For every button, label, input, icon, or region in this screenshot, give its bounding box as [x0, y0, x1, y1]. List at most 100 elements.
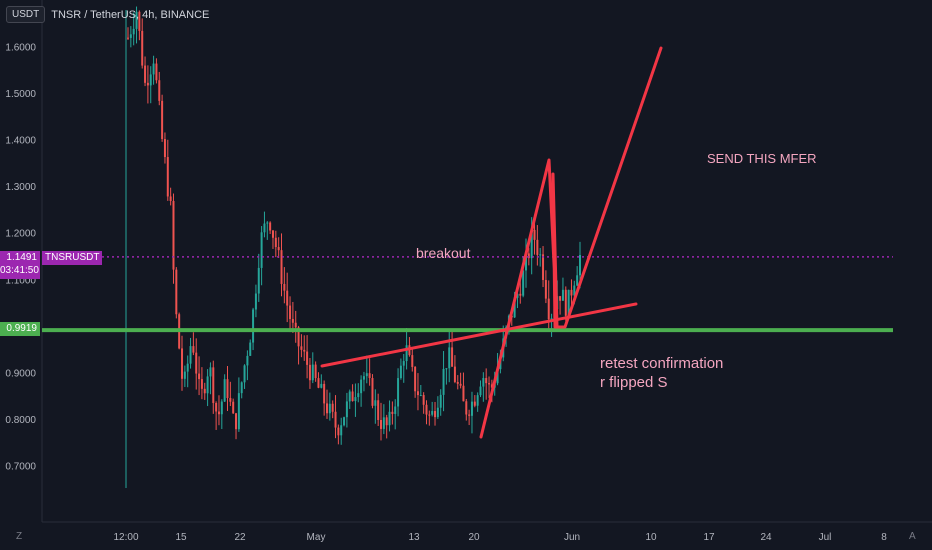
price-axis: 0.7000 0.8000 0.9000 1.1000 1.2000 1.3000 1.40…	[5, 43, 36, 473]
candle-body	[343, 417, 346, 426]
candle-body	[382, 417, 385, 429]
candle-body	[246, 355, 249, 366]
candle-body	[172, 201, 175, 270]
candle-body	[237, 393, 240, 430]
candle-body	[436, 407, 439, 418]
time-tick-label: May	[307, 532, 326, 543]
candle-body	[297, 327, 300, 347]
candle-body	[198, 373, 201, 380]
price-tick-label: 1.3000	[5, 182, 36, 193]
price-tick-label: 1.2000	[5, 229, 36, 240]
candle-body	[269, 222, 272, 231]
candle-body	[303, 349, 306, 352]
time-tick-label: 22	[234, 532, 246, 543]
candle-body	[377, 400, 380, 421]
candle-body	[559, 296, 562, 301]
candle-body	[226, 379, 229, 399]
candle-body	[524, 253, 527, 271]
candle-body	[354, 397, 357, 402]
candle-body	[422, 395, 425, 405]
candle-body	[277, 247, 280, 251]
candle-body	[561, 289, 564, 301]
log-scale-toggle[interactable]: Z	[16, 531, 23, 542]
price-tick-label: 1.5000	[5, 89, 36, 100]
candle-body	[513, 297, 516, 318]
candle-body	[348, 391, 351, 402]
candle-body	[473, 401, 476, 406]
candle-body	[479, 386, 482, 396]
currency-button[interactable]: USDT	[6, 6, 46, 23]
candle-body	[240, 382, 243, 394]
time-tick-label: 15	[175, 532, 187, 543]
candle-body	[516, 293, 519, 298]
time-tick-label: 8	[881, 532, 887, 543]
candle-body	[371, 378, 374, 406]
candle-body	[522, 270, 525, 296]
annotation-retest-1: retest confirmation	[600, 355, 724, 372]
candle-body	[411, 355, 414, 367]
candle-body	[536, 239, 539, 255]
price-tick-label: 0.9000	[5, 368, 36, 379]
chart-header: USDT TNSR / TetherUS, 4h, BINANCE	[6, 6, 209, 23]
candle-body	[132, 28, 135, 35]
candle-body	[138, 11, 141, 31]
candle-body	[485, 378, 488, 384]
candle-body	[496, 369, 499, 384]
candle-body	[368, 373, 371, 379]
candle-body	[365, 373, 368, 377]
candle-body	[223, 379, 226, 402]
candle-body	[260, 232, 263, 268]
candle-body	[161, 100, 164, 140]
candle-body	[200, 379, 203, 389]
level-price-label: 0.9919	[0, 322, 40, 336]
candle-body	[442, 368, 445, 395]
candle-body	[306, 351, 309, 365]
candle-body	[399, 365, 402, 379]
time-tick-label: 20	[468, 532, 480, 543]
candle-body	[169, 196, 172, 202]
candle-body	[181, 348, 184, 379]
time-tick-label: 17	[703, 532, 715, 543]
candle-body	[539, 254, 542, 256]
candle-body	[456, 381, 459, 384]
candle-body	[550, 318, 553, 320]
candle-body	[470, 401, 473, 416]
candle-body	[402, 361, 405, 366]
candle-body	[252, 309, 255, 343]
candle-body	[152, 63, 155, 75]
candle-body	[274, 237, 277, 248]
candle-body	[334, 411, 337, 428]
annotation-breakout: breakout	[416, 245, 471, 261]
candle-body	[459, 383, 462, 386]
candle-body	[166, 157, 169, 197]
candle-body	[576, 275, 579, 286]
candle-body	[291, 318, 294, 323]
candle-body	[149, 74, 152, 86]
candle-body	[482, 378, 485, 387]
candle-body	[328, 403, 331, 414]
price-tick-label: 1.4000	[5, 136, 36, 147]
candle-body	[212, 367, 215, 403]
candle-body	[144, 65, 147, 83]
candle-body	[468, 414, 471, 416]
price-tick-label: 0.8000	[5, 415, 36, 426]
candle-body	[183, 371, 186, 379]
candle-body	[206, 376, 209, 394]
annotation-retest-2: r flipped S	[600, 374, 668, 391]
candle-body	[573, 285, 576, 296]
candle-body	[325, 403, 328, 414]
candle-body	[254, 293, 257, 310]
time-tick-label: 12:00	[113, 532, 138, 543]
candle-body	[405, 345, 408, 362]
candle-body	[542, 254, 545, 280]
candle-body	[155, 63, 158, 81]
candle-body	[462, 385, 465, 402]
breakout-projection-line	[479, 46, 663, 439]
auto-scale-button[interactable]: A	[909, 531, 916, 542]
candle-body	[570, 289, 573, 296]
candle-body	[232, 401, 235, 414]
symbol-title: TNSR / TetherUS, 4h, BINANCE	[51, 8, 210, 21]
candle-body	[533, 229, 536, 240]
candle-body	[530, 229, 533, 259]
